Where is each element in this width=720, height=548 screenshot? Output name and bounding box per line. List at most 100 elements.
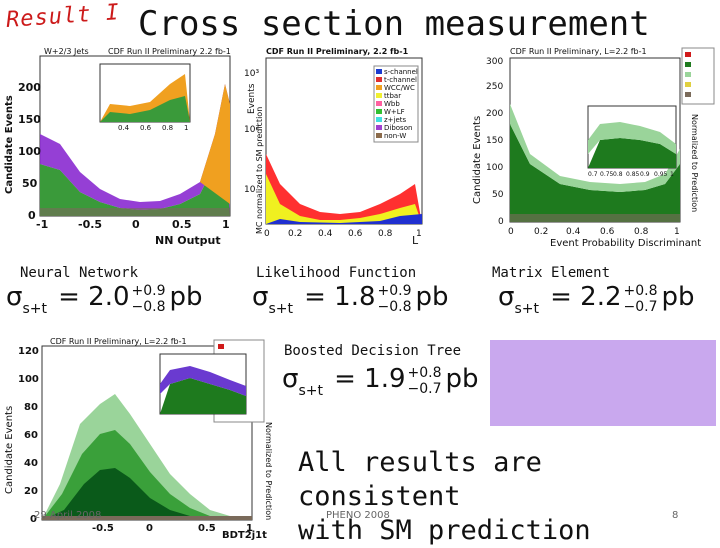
nn-header-right: CDF Run II Preliminary 2.2 fb-1	[108, 47, 231, 56]
me-inset-xtick: 0.9	[640, 171, 650, 178]
result-unit: pb	[445, 364, 479, 394]
bdt-header: CDF Run II Preliminary, L=2.2 fb-1	[50, 337, 187, 346]
result-upper-error: +0.9	[131, 283, 166, 299]
conclusion-text: All results are consistent with SM predi…	[298, 446, 720, 548]
sigma-subscript: s+t	[514, 301, 539, 317]
nn-xlabel: NN Output	[155, 234, 221, 247]
matrix-element-plot: CDF Run II Preliminary, L=2.2 fb-1 Candi…	[472, 47, 715, 249]
me-inset-xtick: 1	[670, 171, 674, 178]
nn-inset-xtick: 0.6	[140, 124, 152, 132]
bdt-ytick: 40	[24, 458, 38, 469]
bdt-side-label: Normalized to Prediction	[264, 422, 273, 520]
me-inset-xtick: 0.8	[613, 171, 623, 178]
result-nn: σs+t = 2.0 +0.9 −0.8 pb	[6, 282, 203, 317]
result-lower-error: −0.8	[131, 299, 166, 315]
lf-xtick: 0.2	[288, 229, 302, 239]
lf-legend-entry: z+jets	[384, 116, 407, 124]
me-inset-xtick: 0.75	[600, 171, 614, 178]
me-ytick: 200	[486, 109, 503, 119]
result-value: 2.0	[88, 282, 130, 312]
result-upper-error: +0.8	[623, 283, 658, 299]
nn-inset-xtick: 1	[184, 124, 188, 132]
me-side-label: Normalized to Prediction	[690, 114, 699, 212]
lf-xlabel: L	[412, 234, 419, 247]
bdt-ytick: 60	[24, 430, 38, 441]
nn-inset-xtick: 0.4	[118, 124, 130, 132]
lf-legend-entry: non-W	[384, 132, 406, 140]
me-xtick: 0.8	[634, 227, 649, 237]
result-label: Result I	[5, 0, 121, 33]
likelihood-plot: s-channel t-channel WCC/WC ttbar Wbb W+L…	[244, 47, 423, 247]
nn-header-left: W+2/3 Jets	[44, 47, 89, 56]
me-inset-xtick: 0.95	[654, 171, 668, 178]
me-xtick: 0.6	[600, 227, 615, 237]
nn-xtick: 1	[222, 218, 230, 231]
bdt-ytick: 20	[24, 486, 38, 497]
lf-side-label: MC normalized to SM prediction	[255, 107, 264, 234]
highlight-box	[490, 340, 716, 426]
lf-header: CDF Run II Preliminary, 2.2 fb-1	[266, 47, 409, 56]
nn-ytick: 50	[22, 177, 38, 190]
bdt-xtick: 0.5	[198, 523, 216, 534]
me-ytick: 250	[486, 82, 503, 92]
me-ytick: 0	[498, 217, 504, 227]
bdt-ytick: 120	[18, 346, 39, 357]
sigma-symbol: σ	[498, 282, 515, 312]
bdt-ytick: 0	[30, 514, 37, 525]
lf-ytick: 10²	[244, 125, 259, 135]
result-value: 1.8	[334, 282, 376, 312]
bdt-ytick: 80	[24, 402, 38, 413]
bdt-xtick: -0.5	[92, 523, 114, 534]
lf-legend-entry: Wbb	[384, 100, 400, 108]
nn-xtick: 0	[132, 218, 140, 231]
result-upper-error: +0.9	[377, 283, 412, 299]
result-lower-error: −0.7	[623, 299, 658, 315]
me-inset-xtick: 0.85	[626, 171, 640, 178]
lf-legend-entry: s-channel	[384, 68, 418, 76]
result-me: σs+t = 2.2 +0.8 −0.7 pb	[498, 282, 695, 317]
sigma-subscript: s+t	[268, 301, 293, 317]
me-xtick: 0	[508, 227, 514, 237]
result-unit: pb	[169, 282, 203, 312]
sigma-symbol: σ	[252, 282, 269, 312]
me-xtick: 0.2	[534, 227, 548, 237]
lf-xtick: 0.8	[378, 229, 393, 239]
bdt-ylabel: Candidate Events	[4, 406, 15, 494]
method-label-me: Matrix Element	[492, 265, 611, 281]
me-xtick: 1	[674, 227, 680, 237]
nn-ylabel: Candidate Events	[4, 95, 15, 194]
result-value: 2.2	[580, 282, 622, 312]
footer-conference: PHENO 2008	[326, 510, 390, 521]
sigma-subscript: s+t	[22, 301, 47, 317]
lf-ytick: 10³	[244, 69, 259, 79]
bdt-xtick: 1	[246, 523, 253, 534]
lf-ytick: 10	[244, 185, 256, 195]
nn-output-plot: W+2/3 Jets CDF Run II Preliminary 2.2 fb…	[4, 47, 231, 247]
method-label-lf: Likelihood Function	[256, 265, 417, 281]
me-inset-xtick: 0.7	[588, 171, 598, 178]
result-lf: σs+t = 1.8 +0.9 −0.8 pb	[252, 282, 449, 317]
me-ytick: 100	[486, 163, 503, 173]
result-lower-error: −0.7	[407, 381, 442, 397]
method-label-bdt: Boosted Decision Tree	[284, 343, 462, 359]
me-header: CDF Run II Preliminary, L=2.2 fb-1	[510, 47, 647, 56]
bdt-ytick: 100	[18, 374, 39, 385]
lf-xtick: 0.6	[348, 229, 363, 239]
nn-ytick: 200	[18, 81, 41, 94]
footer-page-number: 8	[672, 510, 679, 521]
lf-xtick: 1	[416, 229, 422, 239]
result-upper-error: +0.8	[407, 365, 442, 381]
result-bdt: σs+t = 1.9 +0.8 −0.7 pb	[282, 364, 479, 399]
me-xlabel: Event Probability Discriminant	[550, 238, 701, 249]
lf-legend-entry: WCC/WC	[384, 84, 415, 92]
result-lower-error: −0.8	[377, 299, 412, 315]
me-ytick: 300	[486, 57, 503, 67]
lf-xtick: 0.4	[318, 229, 333, 239]
footer-date: 29 April 2008	[34, 510, 102, 521]
nn-xtick: 0.5	[172, 218, 192, 231]
lf-legend-entry: t-channel	[384, 76, 417, 84]
conclusion-line-1: All results are consistent	[298, 447, 542, 512]
lf-legend-entry: ttbar	[384, 92, 401, 100]
me-xtick: 0.4	[566, 227, 581, 237]
sigma-symbol: σ	[282, 364, 299, 394]
